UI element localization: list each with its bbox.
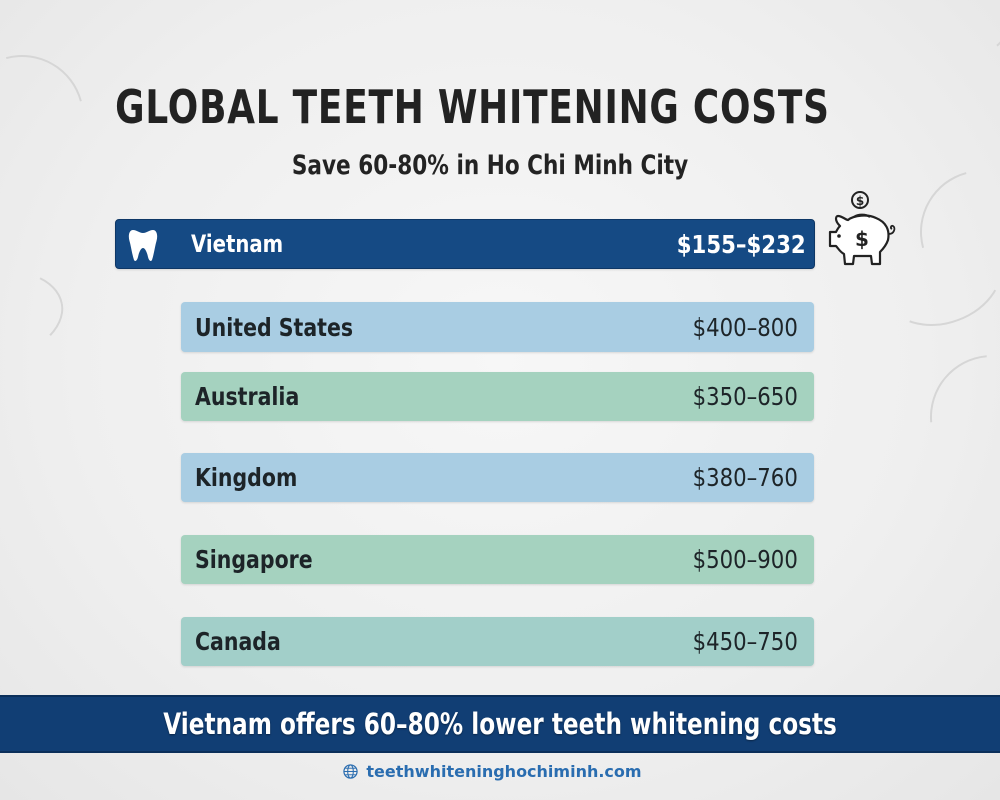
background-arc (904, 329, 1000, 505)
country-price: $500–900 (692, 545, 798, 574)
country-name: Vietnam (191, 230, 284, 258)
globe-icon (343, 764, 359, 779)
tooth-icon (128, 230, 158, 261)
website-url[interactable]: teethwhiteninghochiminh.com (366, 762, 642, 781)
country-price: $380–760 (692, 463, 798, 492)
page-title: GLOBAL TEETH WHITENING COSTS (115, 80, 830, 134)
footer-banner-text: Vietnam offers 60–80% lower teeth whiten… (163, 707, 837, 741)
website-link[interactable]: teethwhiteninghochiminh.com (0, 762, 985, 781)
country-price: $350–650 (692, 382, 798, 411)
country-row-australia: Australia $350–650 (181, 372, 814, 421)
country-price: $450–750 (692, 627, 798, 656)
country-row-singapore: Singapore $500–900 (181, 535, 814, 584)
country-price: $155–$232 (677, 229, 806, 259)
footer-banner: Vietnam offers 60–80% lower teeth whiten… (0, 695, 1000, 753)
page-subtitle: Save 60-80% in Ho Chi Minh City (291, 150, 689, 181)
svg-text:$: $ (856, 194, 864, 208)
svg-text:$: $ (855, 227, 869, 251)
country-name: Australia (195, 382, 300, 411)
background-arc (943, 0, 1000, 59)
country-name: Canada (195, 627, 281, 656)
piggy-bank-icon: $ $ (828, 191, 896, 266)
country-row-canada: Canada $450–750 (181, 617, 814, 666)
country-name: United States (195, 312, 354, 342)
country-row-united-states: United States $400–800 (181, 302, 814, 352)
background-arc (0, 257, 71, 377)
country-price: $400–800 (692, 312, 798, 342)
background-arc (0, 32, 107, 202)
country-name: Singapore (195, 545, 313, 574)
highlight-row-vietnam: Vietnam $155–$232 (115, 219, 815, 269)
country-name: Kingdom (195, 463, 298, 492)
country-row-kingdom: Kingdom $380–760 (181, 453, 814, 502)
